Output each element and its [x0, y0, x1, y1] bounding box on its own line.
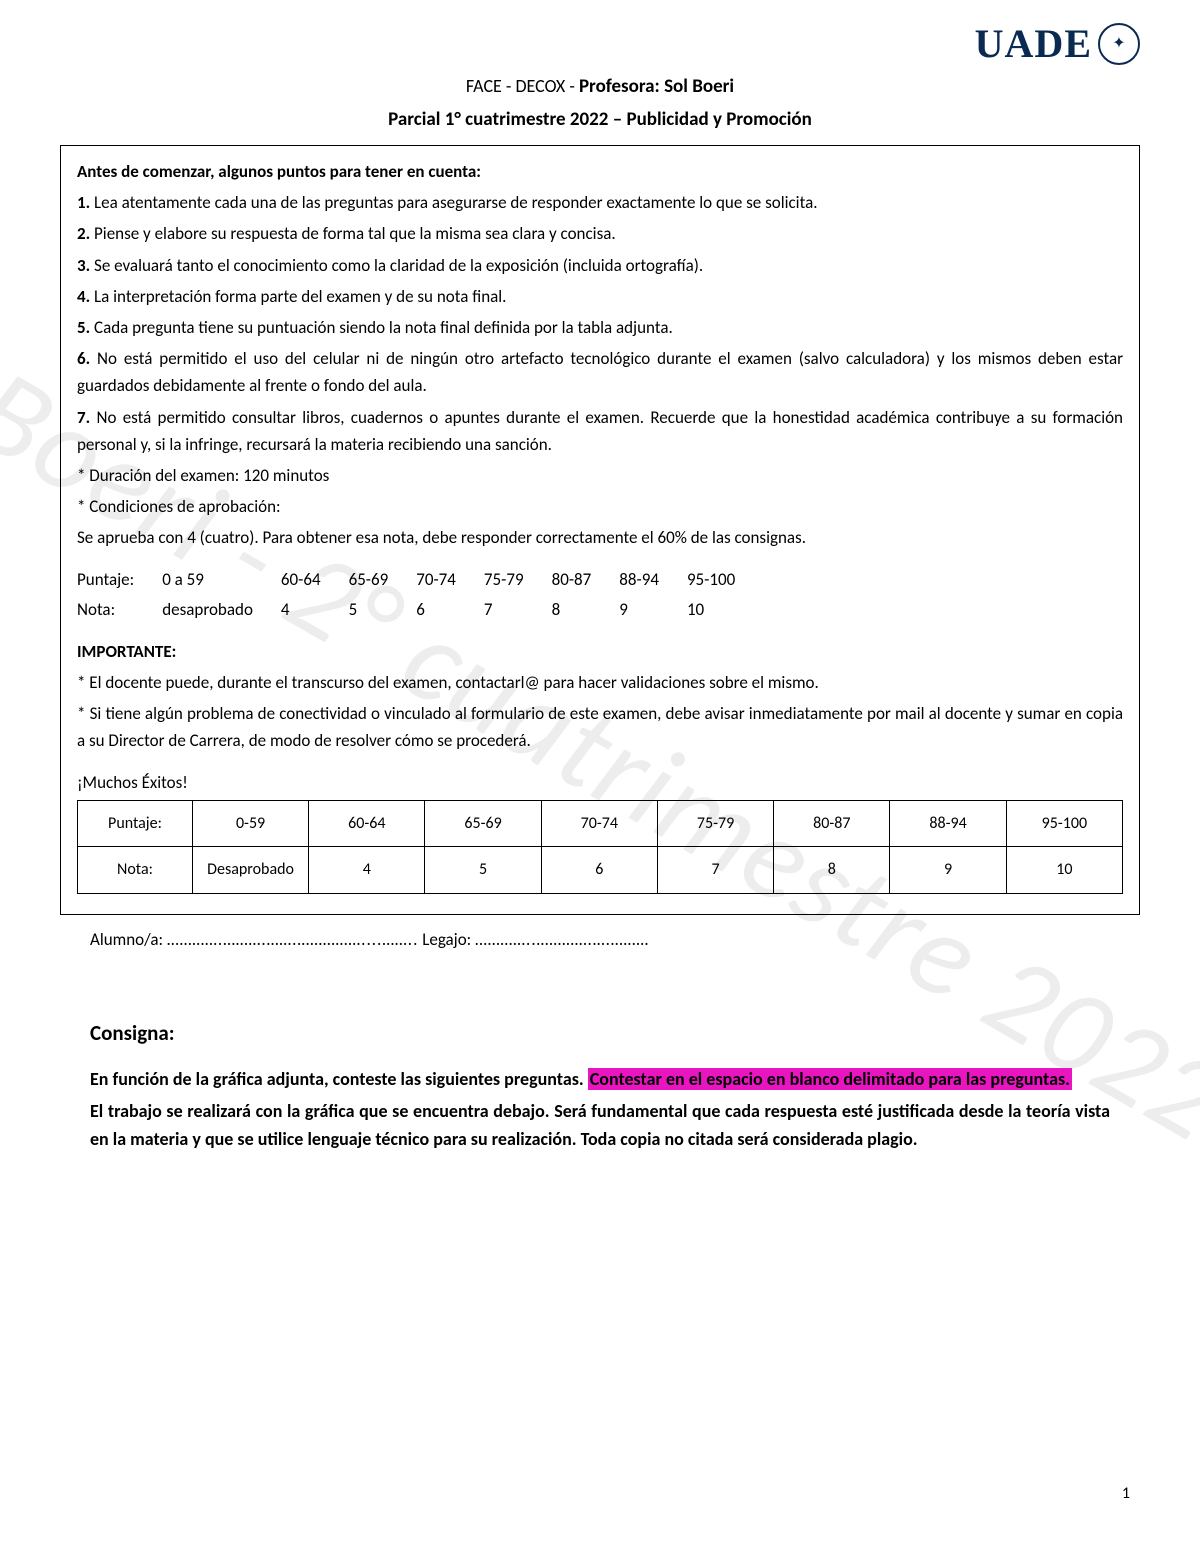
- cell: 9: [619, 595, 687, 624]
- table-row: Puntaje: 0-59 60-64 65-69 70-74 75-79 80…: [78, 800, 1123, 847]
- cell: 7: [484, 595, 552, 624]
- logo-text: UADE: [975, 20, 1092, 67]
- student-line: Alumno/a: ………….……….…….……………....…….. Lega…: [60, 929, 1140, 950]
- page-number: 1: [1122, 1484, 1130, 1503]
- item-num: 6.: [77, 348, 90, 369]
- alumno-label: Alumno/a:: [90, 929, 167, 950]
- cell: 4: [281, 595, 349, 624]
- item-text: Piense y elabore su respuesta de forma t…: [94, 223, 616, 244]
- good-luck: ¡Muchos Éxitos!: [77, 769, 1123, 796]
- important-line: * Si tiene algún problema de conectivida…: [77, 700, 1123, 754]
- item-text: Se evaluará tanto el conocimiento como l…: [94, 255, 703, 276]
- logo-seal: ✦: [1098, 23, 1140, 65]
- instructions-box: Antes de comenzar, algunos puntos para t…: [60, 145, 1140, 915]
- item-num: 3.: [77, 255, 90, 276]
- inline-grades-row-puntaje: Puntaje: 0 a 59 60-64 65-69 70-74 75-79 …: [77, 565, 763, 594]
- cell: 88-94: [619, 565, 687, 594]
- table-cell: 5: [425, 847, 541, 894]
- consigna-head: Consigna:: [60, 1020, 1140, 1046]
- label: Puntaje:: [77, 565, 162, 594]
- instruction-item: 1. Lea atentamente cada una de las pregu…: [77, 189, 1123, 216]
- exam-duration: * Duración del examen: 120 minutos: [77, 462, 1123, 489]
- item-text: Cada pregunta tiene su puntuación siendo…: [94, 317, 673, 338]
- instruction-item: 7. No está permitido consultar libros, c…: [77, 404, 1123, 458]
- table-cell: 7: [657, 847, 773, 894]
- cell: 95-100: [687, 565, 763, 594]
- instruction-item: 6. No está permitido el uso del celular …: [77, 345, 1123, 399]
- table-cell: 95-100: [1006, 800, 1122, 847]
- item-num: 1.: [77, 192, 90, 213]
- grades-table: Puntaje: 0-59 60-64 65-69 70-74 75-79 80…: [77, 800, 1123, 894]
- header-professor: Profesora: Sol Boeri: [579, 75, 734, 98]
- cell: 5: [349, 595, 417, 624]
- approval-conditions-text: Se aprueba con 4 (cuatro). Para obtener …: [77, 524, 1123, 551]
- table-cell: 70-74: [541, 800, 657, 847]
- header-prefix: FACE - DECOX -: [466, 75, 579, 97]
- cell: 80-87: [552, 565, 620, 594]
- logo-row: UADE ✦: [60, 20, 1140, 67]
- inline-grades-row-nota: Nota: desaprobado 4 5 6 7 8 9 10: [77, 595, 763, 624]
- legajo-dots: …………..………….….………: [475, 929, 649, 950]
- header-context: FACE - DECOX - Profesora: Sol Boeri: [60, 75, 1140, 98]
- instruction-item: 5. Cada pregunta tiene su puntuación sie…: [77, 314, 1123, 341]
- table-cell: 65-69: [425, 800, 541, 847]
- important-head: IMPORTANTE:: [77, 638, 1123, 665]
- table-cell: 10: [1006, 847, 1122, 894]
- table-cell: 80-87: [774, 800, 890, 847]
- item-num: 4.: [77, 286, 90, 307]
- item-text: Lea atentamente cada una de las pregunta…: [94, 192, 818, 213]
- header-title: Parcial 1° cuatrimestre 2022 – Publicida…: [60, 108, 1140, 131]
- seal-icon: ✦: [1105, 30, 1133, 58]
- item-text: No está permitido el uso del celular ni …: [77, 348, 1123, 396]
- important-line: * El docente puede, durante el transcurs…: [77, 669, 1123, 696]
- cell: 8: [552, 595, 620, 624]
- table-row: Nota: Desaprobado 4 5 6 7 8 9 10: [78, 847, 1123, 894]
- cell: 60-64: [281, 565, 349, 594]
- table-cell: 60-64: [309, 800, 425, 847]
- consigna-highlight: Contestar en el espacio en blanco delimi…: [588, 1068, 1072, 1090]
- item-num: 5.: [77, 317, 90, 338]
- consigna-p1-text: En función de la gráfica adjunta, contes…: [90, 1068, 588, 1090]
- item-num: 2.: [77, 223, 90, 244]
- table-cell: 0-59: [192, 800, 308, 847]
- cell: 10: [687, 595, 763, 624]
- cell: 6: [416, 595, 484, 624]
- table-cell: 75-79: [657, 800, 773, 847]
- table-cell: 6: [541, 847, 657, 894]
- consigna-p1: En función de la gráfica adjunta, contes…: [90, 1066, 1110, 1094]
- table-cell: 4: [309, 847, 425, 894]
- item-text: No está permitido consultar libros, cuad…: [77, 407, 1123, 455]
- table-cell: 88-94: [890, 800, 1006, 847]
- inline-grades-table: Puntaje: 0 a 59 60-64 65-69 70-74 75-79 …: [77, 565, 763, 623]
- cell: 0 a 59: [162, 565, 281, 594]
- item-text: La interpretación forma parte del examen…: [94, 286, 506, 307]
- consigna-body: En función de la gráfica adjunta, contes…: [60, 1066, 1140, 1154]
- instruction-item: 4. La interpretación forma parte del exa…: [77, 283, 1123, 310]
- instructions-lead: Antes de comenzar, algunos puntos para t…: [77, 158, 1123, 185]
- cell: 75-79: [484, 565, 552, 594]
- inline-grades: Puntaje: 0 a 59 60-64 65-69 70-74 75-79 …: [77, 565, 1123, 623]
- table-cell: 9: [890, 847, 1006, 894]
- consigna-p2: El trabajo se realizará con la gráfica q…: [90, 1098, 1110, 1154]
- table-cell: 8: [774, 847, 890, 894]
- instruction-item: 3. Se evaluará tanto el conocimiento com…: [77, 252, 1123, 279]
- item-num: 7.: [77, 407, 90, 428]
- approval-conditions-head: * Condiciones de aprobación:: [77, 493, 1123, 520]
- instruction-item: 2. Piense y elabore su respuesta de form…: [77, 220, 1123, 247]
- cell: 70-74: [416, 565, 484, 594]
- table-cell: Nota:: [78, 847, 193, 894]
- label: Nota:: [77, 595, 162, 624]
- table-cell: Puntaje:: [78, 800, 193, 847]
- table-cell: Desaprobado: [192, 847, 308, 894]
- alumno-dots: ………….……….…….……………....……..: [167, 929, 418, 950]
- cell: desaprobado: [162, 595, 281, 624]
- legajo-label: Legajo:: [418, 929, 475, 950]
- cell: 65-69: [349, 565, 417, 594]
